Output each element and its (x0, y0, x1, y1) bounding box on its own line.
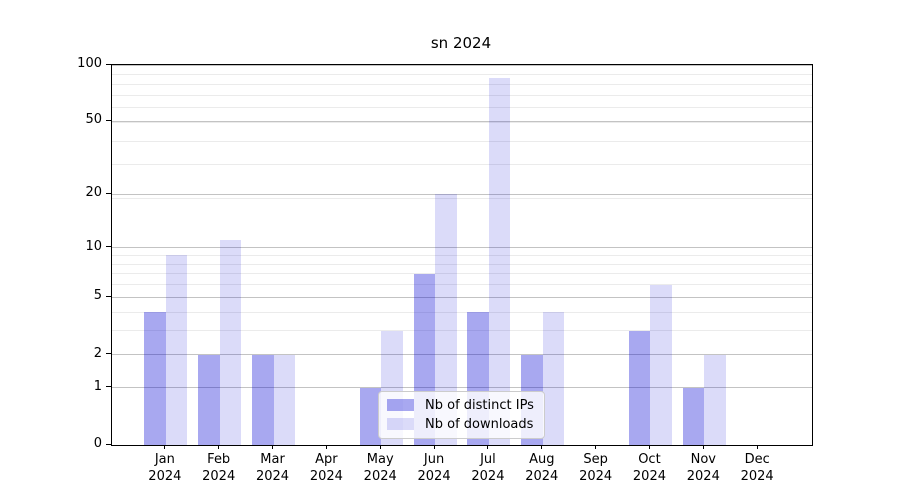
gridline-minor-6 (112, 284, 812, 286)
x-tick-label-apr: Apr 2024 (309, 452, 343, 484)
bar-downloads-feb (219, 240, 242, 445)
x-tick-mark-oct (648, 445, 650, 449)
gridline-major-10 (112, 247, 812, 249)
x-tick-mark-feb (218, 445, 220, 449)
legend-swatch-downloads (387, 418, 414, 430)
x-tick-label-jan: Jan 2024 (148, 452, 182, 484)
gridline-minor-19 (112, 197, 812, 199)
gridline-major-5 (112, 296, 812, 298)
y-tick-label-2: 2 (93, 345, 102, 361)
x-tick-mark-jan (164, 445, 166, 449)
y-tick-mark-2 (106, 353, 111, 355)
gridline-major-1 (112, 387, 812, 389)
gridline-minor-7 (112, 273, 812, 275)
gridline-major-20 (112, 193, 812, 195)
gridline-minor-8 (112, 263, 812, 265)
x-tick-label-may: May 2024 (363, 452, 397, 484)
bar-distinct-ips-mar (252, 354, 274, 445)
x-tick-label-feb: Feb 2024 (202, 452, 236, 484)
gridline-minor-69 (112, 94, 812, 96)
y-tick-mark-50 (106, 119, 111, 121)
x-tick-mark-may (379, 445, 381, 449)
bar-downloads-mar (273, 354, 296, 445)
x-tick-label-jul: Jul 2024 (471, 452, 505, 484)
y-tick-label-50: 50 (85, 112, 102, 128)
legend-swatch-distinct-ips (387, 399, 414, 411)
gridline-minor-99 (112, 65, 812, 67)
x-tick-label-oct: Oct 2024 (632, 452, 666, 484)
x-tick-mark-nov (702, 445, 704, 449)
bar-distinct-ips-jan (144, 312, 166, 445)
y-tick-label-5: 5 (93, 288, 102, 304)
gridline-minor-4 (112, 311, 812, 313)
y-tick-mark-10 (106, 246, 111, 248)
bar-distinct-ips-oct (628, 330, 651, 445)
x-tick-mark-aug (541, 445, 543, 449)
x-tick-label-aug: Aug 2024 (525, 452, 559, 484)
legend-item-downloads: Nb of downloads (387, 416, 534, 432)
gridline-minor-9 (112, 254, 812, 256)
gridline-minor-79 (112, 83, 812, 85)
x-tick-label-mar: Mar 2024 (255, 452, 290, 484)
x-tick-label-dec: Dec 2024 (740, 452, 774, 484)
gridline-minor-3 (112, 330, 812, 332)
bar-downloads-jan (165, 255, 188, 445)
y-tick-label-0: 0 (93, 436, 102, 451)
y-tick-mark-20 (106, 192, 111, 194)
y-tick-mark-5 (106, 295, 111, 297)
gridline-minor-39 (112, 140, 812, 142)
gridline-minor-59 (112, 107, 812, 109)
x-tick-label-jun: Jun 2024 (417, 452, 451, 484)
gridline-minor-89 (112, 73, 812, 75)
x-tick-mark-dec (756, 445, 758, 449)
bar-distinct-ips-may (359, 387, 382, 445)
gridline-minor-29 (112, 164, 812, 166)
bar-distinct-ips-feb (198, 354, 220, 445)
y-tick-mark-100 (106, 63, 111, 65)
y-tick-label-1: 1 (93, 378, 102, 394)
y-tick-mark-0 (106, 443, 111, 445)
legend-label-distinct-ips: Nb of distinct IPs (425, 397, 534, 413)
bar-downloads-aug (542, 312, 565, 445)
gridline-major-50 (112, 120, 812, 122)
chart-title: sn 2024 (430, 34, 492, 52)
bar-downloads-jul (488, 78, 511, 445)
y-tick-mark-1 (106, 386, 111, 388)
legend-label-downloads: Nb of downloads (425, 416, 534, 432)
chart-legend: Nb of distinct IPs Nb of downloads (378, 391, 545, 439)
legend-item-distinct-ips: Nb of distinct IPs (387, 397, 534, 413)
y-tick-label-20: 20 (85, 185, 102, 201)
x-tick-mark-jul (487, 445, 489, 449)
gridline-minor-49 (112, 122, 812, 124)
x-tick-mark-apr (325, 445, 327, 449)
x-tick-mark-sep (595, 445, 597, 449)
y-tick-label-100: 100 (77, 56, 102, 71)
gridline-major-2 (112, 354, 812, 356)
x-tick-label-nov: Nov 2024 (686, 452, 720, 484)
gridline-major-100 (112, 64, 812, 66)
y-tick-label-10: 10 (85, 238, 102, 254)
x-tick-label-sep: Sep 2024 (579, 452, 613, 484)
x-tick-mark-jun (433, 445, 435, 449)
bar-downloads-jun (435, 194, 457, 445)
x-tick-mark-mar (272, 445, 274, 449)
plot-area: Nb of distinct IPs Nb of downloads (111, 64, 813, 446)
bar-downloads-oct (650, 284, 672, 445)
bar-downloads-nov (704, 354, 726, 445)
bar-distinct-ips-nov (682, 387, 705, 445)
